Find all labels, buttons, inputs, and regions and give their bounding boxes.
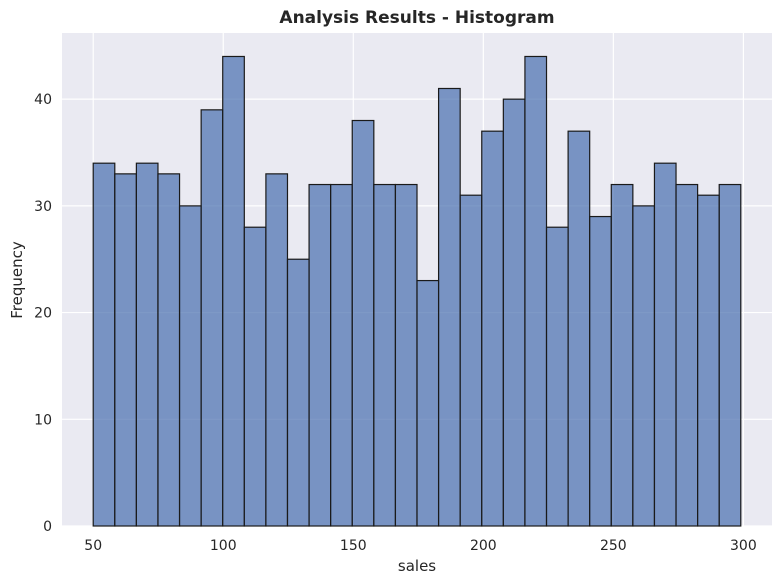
y-tick-label: 0 [43,519,52,535]
histogram-bar [373,183,397,527]
y-tick-label: 10 [34,412,52,428]
histogram-bar [718,183,742,527]
chart-title: Analysis Results - Histogram [279,8,554,28]
histogram-bar [416,279,440,527]
histogram-bar [394,183,418,527]
histogram-bar [589,215,612,527]
histogram-bar [178,205,202,527]
x-axis-label: sales [398,557,436,575]
histogram-bar [653,162,677,527]
x-tick-label: 250 [600,538,627,554]
histogram-bar [222,55,245,527]
histogram-bar [437,87,461,527]
histogram-bar [157,173,181,527]
histogram-bar [459,194,483,527]
histogram-bar [308,183,332,527]
y-tick-label: 30 [34,199,52,215]
x-tick-label: 300 [730,538,757,554]
histogram-bar [545,226,569,527]
histogram-bar [114,173,137,527]
y-tick-labels: 0 10 20 30 40 [34,92,52,535]
histogram-bar [330,183,353,527]
histogram-bar [92,162,116,527]
x-tick-label: 150 [340,538,367,554]
histogram-bar [675,183,699,527]
histogram-bar [610,183,634,527]
x-tick-label: 50 [84,538,102,554]
y-tick-label: 20 [34,306,52,322]
histogram-bar [200,109,224,527]
histogram-bar [502,98,526,527]
histogram-bar [135,162,159,527]
histogram-bar [481,130,504,527]
x-tick-labels: 50 100 150 200 250 300 [84,538,756,554]
histogram-bar [524,55,548,527]
histogram-bar [567,130,591,527]
y-tick-label: 40 [34,92,52,108]
histogram-bar [286,258,310,527]
y-axis-label: Frequency [8,241,26,319]
histogram-bar [351,119,375,527]
histogram-bar [632,205,656,527]
histogram-bar [697,194,720,527]
histogram-bar [265,173,289,527]
x-tick-label: 200 [470,538,497,554]
x-tick-label: 100 [210,538,237,554]
histogram-bar [243,226,267,527]
bars [92,55,742,527]
